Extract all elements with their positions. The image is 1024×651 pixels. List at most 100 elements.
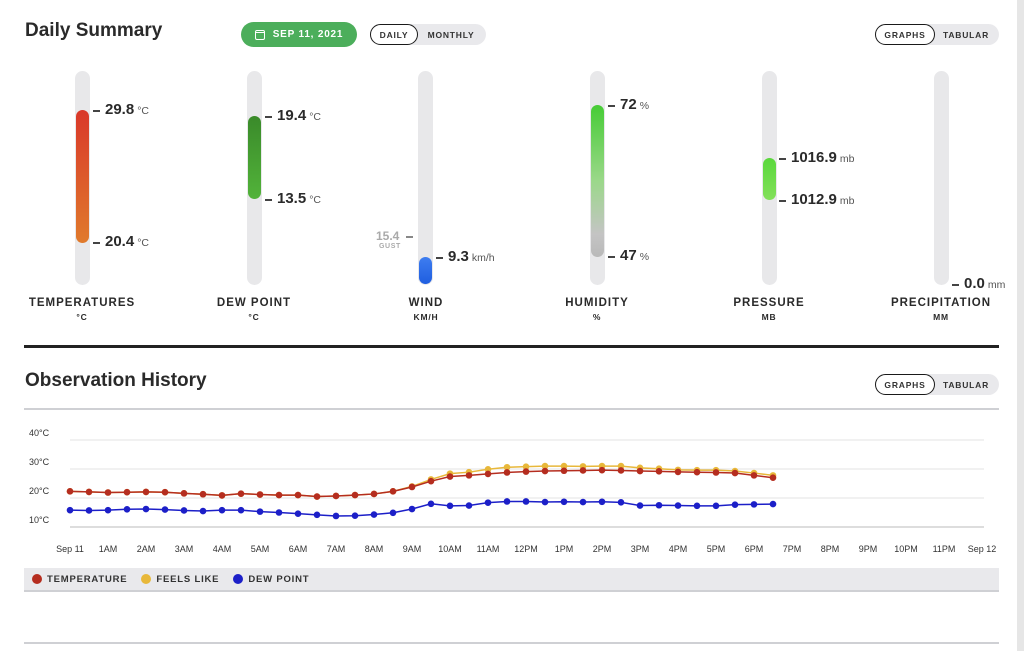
data-point: [617, 467, 625, 474]
x-tick-label: 3AM: [175, 544, 194, 554]
data-point: [256, 508, 264, 515]
x-tick-label: 11PM: [933, 544, 956, 554]
data-point: [370, 490, 378, 498]
daily-summary-title: Daily Summary: [25, 20, 163, 41]
data-point: [541, 467, 549, 475]
x-tick-label: 1PM: [555, 544, 574, 554]
temperature-low-tick: [93, 242, 100, 244]
data-point: [275, 509, 283, 516]
date-label: SEP 11, 2021: [272, 29, 344, 40]
data-point: [294, 510, 302, 517]
period-toggle: DAILY MONTHLY: [370, 24, 486, 45]
temperature-unit: °C: [76, 312, 88, 322]
x-tick-label: 6AM: [289, 544, 308, 554]
data-point: [332, 512, 340, 520]
history-graphs-option[interactable]: GRAPHS: [875, 374, 935, 395]
data-point: [712, 502, 720, 510]
data-point: [142, 488, 150, 496]
dew-point-low-value: 13.5 °C: [277, 190, 321, 207]
precipitation-tick: [952, 284, 959, 286]
temperature-high-tick: [93, 110, 100, 112]
data-point: [598, 498, 606, 506]
data-point: [313, 511, 321, 519]
data-point: [427, 477, 435, 485]
data-point: [237, 490, 245, 497]
summary-tabular-option[interactable]: TABULAR: [942, 29, 990, 40]
data-point: [712, 469, 720, 476]
humidity-range-bar: [591, 105, 604, 257]
observation-chart: 10°C 20°C 30°C 40°C Sep 11 1AM 2AM 3AM 4AM 5AM 6AM…: [29, 428, 996, 554]
dew-point-high-value: 19.4 °C: [277, 107, 321, 124]
monthly-option[interactable]: MONTHLY: [427, 29, 475, 40]
x-tick-label: 9AM: [403, 544, 422, 554]
feels-like-dot-icon: [141, 574, 152, 584]
data-point: [503, 469, 511, 476]
data-point: [180, 490, 188, 497]
data-point: [199, 507, 207, 515]
wind-gust-value: 15.4: [376, 229, 400, 243]
pressure-low-value: 1012.9 mb: [791, 191, 855, 208]
data-point: [446, 502, 454, 510]
data-point: [484, 465, 492, 473]
series-line: [69, 469, 774, 498]
data-point: [446, 473, 454, 480]
legend-dew-point[interactable]: DEW POINT: [233, 574, 309, 585]
data-point: [465, 472, 473, 479]
wind-unit: KM/H: [413, 312, 439, 322]
y-tick-label: 10°C: [29, 515, 50, 525]
dew-point-range-bar: [248, 116, 261, 199]
page-edge: [1017, 0, 1024, 651]
x-tick-label: 10PM: [894, 544, 918, 554]
section-divider: [24, 345, 999, 348]
x-tick-label: 11AM: [477, 544, 500, 554]
data-point: [351, 512, 359, 519]
x-tick-label: 4AM: [213, 544, 232, 554]
data-point: [636, 467, 644, 475]
data-point: [484, 499, 492, 506]
wind-gust-tick: [406, 236, 413, 238]
humidity-unit: %: [592, 312, 602, 322]
dew-point-low-tick: [265, 199, 272, 201]
dew-point-high-tick: [265, 116, 272, 118]
humidity-label: HUMIDITY: [565, 297, 629, 309]
pressure-label: PRESSURE: [733, 297, 805, 309]
data-point: [674, 468, 682, 476]
y-tick-label: 20°C: [29, 486, 50, 496]
data-point: [693, 468, 701, 476]
data-point: [332, 492, 340, 500]
wind-gust-label: GUST: [379, 243, 401, 250]
data-point: [389, 488, 397, 495]
humidity-high-value: 72%: [620, 96, 650, 113]
humidity-low-tick: [608, 256, 615, 258]
pressure-high-value: 1016.9 mb: [791, 149, 855, 166]
data-point: [370, 511, 378, 518]
x-tick-label: 7PM: [783, 544, 802, 554]
data-point: [769, 500, 777, 508]
history-tabular-option[interactable]: TABULAR: [942, 379, 990, 390]
legend-temperature[interactable]: TEMPERATURE: [32, 574, 127, 585]
chart-legend: TEMPERATURE FEELS LIKE DEW POINT: [24, 568, 999, 592]
pressure-high-tick: [779, 158, 786, 160]
data-point: [66, 488, 74, 495]
summary-graphs-option[interactable]: GRAPHS: [875, 24, 935, 45]
x-tick-label: 8AM: [365, 544, 384, 554]
precipitation-value: 0.0 mm: [964, 275, 1006, 292]
data-point: [465, 502, 473, 509]
date-picker-button[interactable]: SEP 11, 2021: [241, 22, 357, 47]
dew-point-label: DEW POINT: [216, 297, 292, 309]
humidity-low-value: 47%: [620, 247, 650, 264]
data-point: [541, 498, 549, 506]
x-tick-label: 5AM: [251, 544, 270, 554]
humidity-high-tick: [608, 105, 615, 107]
x-tick-label: 8PM: [821, 544, 840, 554]
x-tick-label: 4PM: [669, 544, 688, 554]
x-tick-label: 6PM: [745, 544, 764, 554]
data-point: [560, 467, 568, 475]
series-line: [69, 500, 774, 517]
temperature-low-value: 20.4 °C: [105, 233, 149, 250]
daily-option[interactable]: DAILY: [370, 24, 418, 45]
x-tick-label: 12PM: [514, 544, 538, 554]
data-point: [199, 490, 207, 498]
data-point: [750, 501, 758, 508]
legend-feels-like[interactable]: FEELS LIKE: [141, 574, 219, 585]
